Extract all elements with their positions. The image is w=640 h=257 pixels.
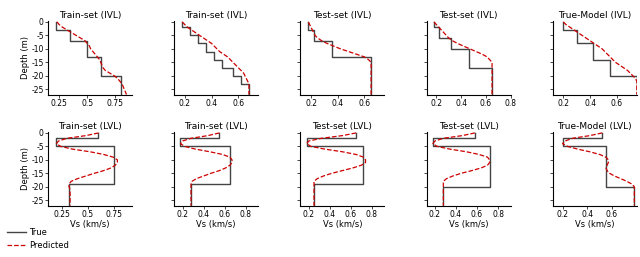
Title: Train-set (LVL): Train-set (LVL) (184, 122, 248, 131)
Title: Test-set (LVL): Test-set (LVL) (438, 122, 499, 131)
Title: True-Model (IVL): True-Model (IVL) (558, 11, 632, 20)
Y-axis label: Depth (m): Depth (m) (21, 36, 30, 79)
X-axis label: Vs (km/s): Vs (km/s) (449, 220, 488, 229)
X-axis label: Vs (km/s): Vs (km/s) (70, 220, 110, 229)
Y-axis label: Depth (m): Depth (m) (21, 147, 30, 190)
Legend: True, Predicted: True, Predicted (8, 228, 69, 250)
Title: Test-set (IVL): Test-set (IVL) (439, 11, 498, 20)
Title: Train-set (IVL): Train-set (IVL) (59, 11, 121, 20)
X-axis label: Vs (km/s): Vs (km/s) (196, 220, 236, 229)
Title: Train-set (IVL): Train-set (IVL) (185, 11, 248, 20)
Title: Test-set (IVL): Test-set (IVL) (313, 11, 372, 20)
Title: Train-set (LVL): Train-set (LVL) (58, 122, 122, 131)
Title: Test-set (LVL): Test-set (LVL) (312, 122, 372, 131)
Title: True-Model (LVL): True-Model (LVL) (557, 122, 632, 131)
X-axis label: Vs (km/s): Vs (km/s) (323, 220, 362, 229)
X-axis label: Vs (km/s): Vs (km/s) (575, 220, 614, 229)
